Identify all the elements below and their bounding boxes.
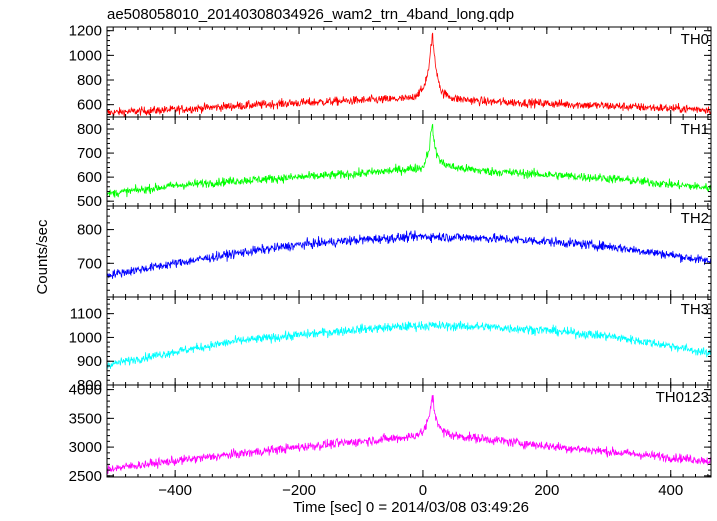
panels: 600 800 1000 1200 TH0 500 600 700 800 TH1 700 800 TH…	[69, 23, 712, 485]
series-label: TH1	[681, 121, 709, 138]
y-tick-label: 600	[77, 97, 102, 114]
x-tick-label: −400	[158, 482, 192, 499]
y-tick-label: 4000	[69, 382, 102, 399]
series-label: TH2	[681, 210, 709, 227]
x-axis-label: Time [sec] 0 = 2014/03/08 03:49:26	[293, 499, 529, 516]
y-tick-label: 3500	[69, 410, 102, 427]
series-trace-th2	[107, 230, 711, 279]
y-tick-label: 800	[77, 72, 102, 89]
series-trace-th0	[107, 32, 711, 117]
y-tick-label: 800	[77, 222, 102, 239]
panel-frame	[106, 26, 712, 118]
y-tick-label: 800	[77, 121, 102, 138]
series-trace-th1	[107, 123, 711, 198]
y-tick-label: 1100	[70, 306, 102, 323]
panel-th0123: 2500 3000 3500 4000 TH0123	[69, 382, 712, 485]
panel-th3: 800 900 1000 1100 TH3	[69, 296, 712, 394]
series-trace-th0123	[107, 394, 711, 474]
panel-frame	[106, 205, 712, 298]
series-label: TH0123	[656, 389, 709, 406]
x-tick-label: 0	[419, 482, 427, 499]
y-tick-label: 2500	[69, 468, 102, 485]
panel-frame	[106, 116, 712, 207]
panel-th0: 600 800 1000 1200 TH0	[69, 23, 712, 118]
panel-th1: 500 600 700 800 TH1	[77, 116, 712, 210]
panel-th2: 700 800 TH2	[77, 205, 712, 298]
x-tick-label: 400	[658, 482, 683, 499]
panel-frame	[106, 384, 712, 478]
x-tick-label: 200	[534, 482, 559, 499]
y-tick-label: 1200	[69, 23, 102, 40]
y-tick-label: 800	[77, 377, 102, 394]
y-tick-label: 1000	[69, 47, 102, 64]
y-tick-label: 3000	[69, 439, 102, 456]
y-tick-label: 500	[77, 193, 102, 210]
chart-title: ae508058010_20140308034926_wam2_trn_4ban…	[107, 6, 514, 23]
x-tick-label: −200	[282, 482, 316, 499]
y-tick-label: 700	[77, 145, 102, 162]
series-label: TH0	[681, 31, 709, 48]
y-tick-label: 700	[77, 255, 102, 272]
y-tick-label: 600	[77, 169, 102, 186]
y-axis-label: Counts/sec	[34, 219, 51, 295]
series-label: TH3	[681, 301, 709, 318]
y-tick-label: 1000	[69, 329, 102, 346]
y-tick-label: 900	[77, 353, 102, 370]
series-trace-th3	[107, 320, 711, 369]
x-ticks: −400 −200 0 200 400	[158, 482, 683, 499]
